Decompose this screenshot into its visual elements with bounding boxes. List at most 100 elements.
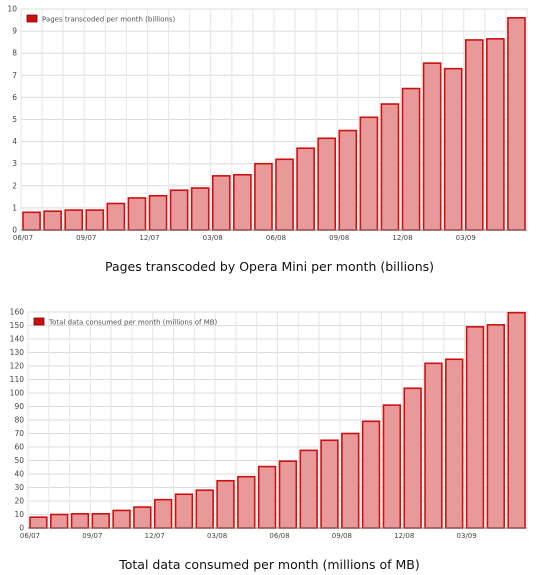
y-tick-label: 0 [12,226,17,235]
y-tick-label: 70 [14,429,24,438]
x-tick-label: 12/08 [394,532,414,540]
bar [254,162,273,231]
x-tick-label: 09/08 [332,532,352,540]
bar [296,147,315,231]
bar [424,362,443,529]
y-tick-label: 160 [10,308,25,317]
bar [70,513,90,529]
bar [91,513,110,529]
y-tick-label: 50 [14,456,24,465]
y-tick-label: 10 [7,5,17,14]
y-tick-label: 4 [12,137,17,146]
chart-caption: Pages transcoded by Opera Mini per month… [104,259,435,274]
x-tick-label: 03/09 [456,234,476,242]
legend-label: Pages transcoded per month (billions) [42,16,175,24]
y-tick-label: 0 [19,524,24,533]
x-tick-label: 03/08 [207,532,227,540]
y-tick-label: 130 [10,348,25,357]
bar [380,103,400,231]
bar [403,387,422,529]
y-tick-label: 120 [10,362,25,371]
y-tick-label: 100 [10,389,25,398]
bar [148,194,168,231]
bar [507,17,526,231]
bar [43,210,62,231]
x-tick-label: 03/08 [203,234,223,242]
bar [278,460,298,529]
bar [190,187,210,231]
bar [486,38,505,231]
legend-swatch [26,14,38,23]
bar [359,116,379,231]
bar [275,158,294,231]
y-tick-label: 40 [14,470,24,479]
bar [106,202,126,231]
y-tick-label: 110 [10,375,25,384]
x-tick-label: 09/07 [82,532,102,540]
bar [85,209,105,231]
y-tick-label: 30 [14,483,24,492]
bar [422,62,442,231]
legend-swatch [33,317,45,326]
x-tick-label: 09/08 [329,234,349,242]
y-tick-label: 5 [12,115,17,124]
y-tick-label: 20 [14,497,24,506]
x-tick-label: 12/07 [139,234,159,242]
bar [341,432,360,529]
chart-pages-transcoded: 0 1 2 3 4 5 6 7 8 9 10 06/07 09/07 12/07 03/08 06/08 09/… [7,5,528,242]
bar [464,39,484,231]
legend-label: Total data consumed per month (millions … [48,319,218,327]
bar [153,498,173,529]
bar [174,493,194,529]
x-tick-label: 06/07 [20,532,40,540]
bar [169,189,189,231]
y-tick-label: 150 [10,321,25,330]
bar [486,324,506,529]
y-tick-label: 7 [12,71,17,80]
bar [216,479,235,529]
x-tick-label: 06/07 [13,234,33,242]
bar [49,513,69,529]
bar [29,516,48,529]
bar [465,326,485,529]
bar [445,358,464,529]
y-tick-label: 9 [12,27,17,36]
bar [233,173,252,231]
x-tick-label: 06/08 [269,532,289,540]
x-tick-label: 09/07 [76,234,96,242]
y-tick-label: 8 [12,49,17,58]
chart-data-consumed: 0 10 20 30 40 50 60 70 80 90 100 110 120 130 140 150 160… [10,308,528,540]
bar [133,506,152,529]
bar [507,311,526,529]
bar [195,489,214,529]
bar [112,509,131,529]
bar [299,449,318,529]
bar [401,87,421,231]
bar [443,67,463,231]
chart-caption: Total data consumed per month (millions … [119,557,420,572]
x-tick-label: 06/08 [266,234,286,242]
bar [320,439,339,529]
bar [64,209,84,231]
bar [127,197,147,231]
bar [237,475,256,529]
bar [361,420,381,529]
bar [257,465,277,529]
x-tick-label: 03/09 [457,532,477,540]
bar [211,175,231,231]
x-tick-label: 12/08 [392,234,412,242]
x-tick-label: 12/07 [145,532,165,540]
bar [382,404,402,529]
y-tick-label: 60 [14,443,24,452]
y-tick-label: 2 [12,181,17,190]
y-tick-label: 6 [12,93,17,102]
y-tick-label: 90 [14,402,24,411]
bar [22,211,41,231]
y-tick-label: 1 [12,203,17,212]
y-tick-label: 80 [14,416,24,425]
bar [338,129,358,231]
y-tick-label: 10 [14,510,24,519]
bar [317,137,337,231]
y-tick-label: 140 [10,335,25,344]
y-tick-label: 3 [12,159,17,168]
